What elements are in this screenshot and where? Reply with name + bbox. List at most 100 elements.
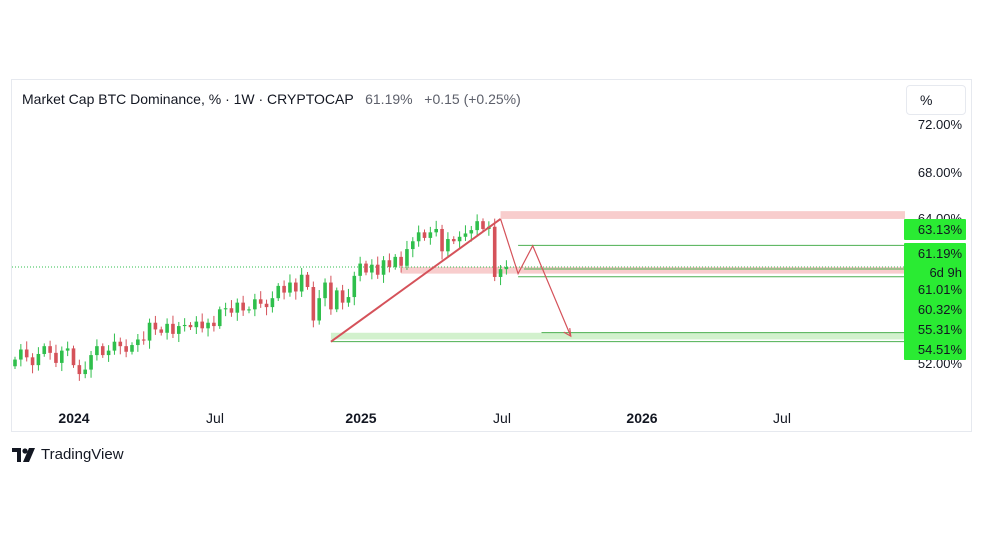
candle-body — [498, 269, 503, 277]
projection-arrowhead — [563, 328, 572, 338]
price-tag-bg — [904, 279, 966, 300]
candle — [311, 281, 316, 328]
candle-body — [434, 228, 438, 233]
candle-body — [100, 346, 105, 356]
candle-body — [457, 236, 462, 242]
candle — [405, 240, 409, 270]
candle — [451, 236, 456, 245]
candle-body — [112, 341, 117, 351]
candle-body — [393, 256, 398, 267]
candle — [352, 271, 357, 306]
change-value: +0.15 (+0.25%) — [424, 91, 521, 107]
candle — [457, 231, 462, 249]
candle-body — [235, 302, 240, 313]
candle-body — [83, 369, 87, 375]
candle-body — [206, 322, 210, 329]
chart-svg[interactable]: 2024 Jul 2025 Jul 2026 Jul72.00%68.00%64.00%5… — [12, 80, 973, 433]
candle — [393, 254, 398, 270]
candle-body — [71, 348, 76, 366]
tag-countdown: 6d 9h — [904, 262, 966, 283]
candle — [305, 271, 310, 290]
chart-panel[interactable]: 2024 Jul 2025 Jul 2026 Jul 72.00% 68.00% 64.00% 5… — [11, 79, 972, 432]
candle-body — [411, 241, 415, 250]
candle-body — [30, 357, 35, 366]
candle-body — [282, 285, 286, 293]
price-tag-bg — [904, 339, 966, 360]
candle — [387, 253, 392, 273]
x-tick-jul-2024: Jul — [206, 410, 224, 426]
candle — [329, 275, 333, 315]
candle — [370, 259, 374, 280]
candle-body — [36, 353, 41, 366]
price-tag-label: 63.13% — [918, 222, 963, 237]
candle — [317, 290, 321, 325]
candle-body — [440, 228, 444, 252]
last-value: 61.19% — [365, 91, 413, 107]
candle-body — [504, 267, 509, 270]
candle — [492, 218, 497, 282]
candle — [299, 267, 304, 297]
projection-arrow — [499, 218, 572, 337]
tag-54-51: 54.51% — [904, 339, 966, 360]
tradingview-logo[interactable]: TradingView — [12, 446, 124, 463]
candle — [118, 337, 123, 355]
candle-body — [124, 346, 128, 352]
candle-body — [334, 290, 339, 310]
candle-body — [399, 256, 403, 266]
trendline — [330, 218, 502, 343]
candle — [153, 315, 158, 335]
candle-body — [446, 239, 450, 252]
candle — [194, 316, 199, 334]
candle — [24, 341, 29, 362]
candle — [223, 302, 228, 317]
candle-body — [451, 239, 456, 242]
candle — [258, 291, 263, 308]
candle-body — [469, 230, 474, 234]
candle-body — [60, 350, 64, 363]
candle — [159, 326, 164, 336]
candle — [42, 343, 47, 357]
price-tag-label: 61.01% — [918, 282, 963, 297]
candle — [177, 321, 181, 343]
candle — [416, 225, 421, 247]
candle — [19, 344, 23, 367]
candle — [212, 315, 216, 332]
candle — [200, 313, 204, 333]
candle — [334, 287, 339, 313]
candle — [89, 350, 93, 378]
candle-body — [475, 221, 479, 231]
candle-body — [352, 275, 357, 298]
candle-body — [247, 309, 251, 311]
candle — [77, 359, 82, 381]
candle — [100, 343, 105, 358]
candle — [346, 288, 351, 307]
percent-scale-button[interactable]: % — [906, 85, 966, 115]
candle — [124, 339, 128, 358]
candle-body — [54, 352, 58, 363]
candle-body — [24, 349, 29, 358]
candle — [136, 333, 140, 352]
candle — [130, 342, 134, 355]
candle — [498, 265, 503, 286]
candle — [171, 315, 175, 339]
candle-body — [288, 282, 292, 293]
candle-body — [188, 324, 193, 328]
candle — [282, 280, 286, 300]
candle — [30, 353, 35, 374]
candle — [36, 347, 41, 371]
tag-61-19: 61.19% — [904, 243, 966, 264]
candle — [241, 295, 245, 316]
candle-body — [241, 302, 245, 311]
candle — [141, 331, 146, 345]
candle-body — [317, 298, 321, 321]
candle — [229, 300, 234, 317]
candle-body — [405, 249, 409, 266]
candle-body — [463, 233, 468, 237]
candle — [381, 256, 386, 283]
candle-body — [264, 303, 269, 308]
candle-body — [299, 274, 304, 292]
candle — [188, 322, 193, 330]
price-tag-bg — [904, 243, 966, 264]
tag-63-13: 63.13% — [904, 219, 966, 240]
candle-body — [270, 298, 275, 308]
